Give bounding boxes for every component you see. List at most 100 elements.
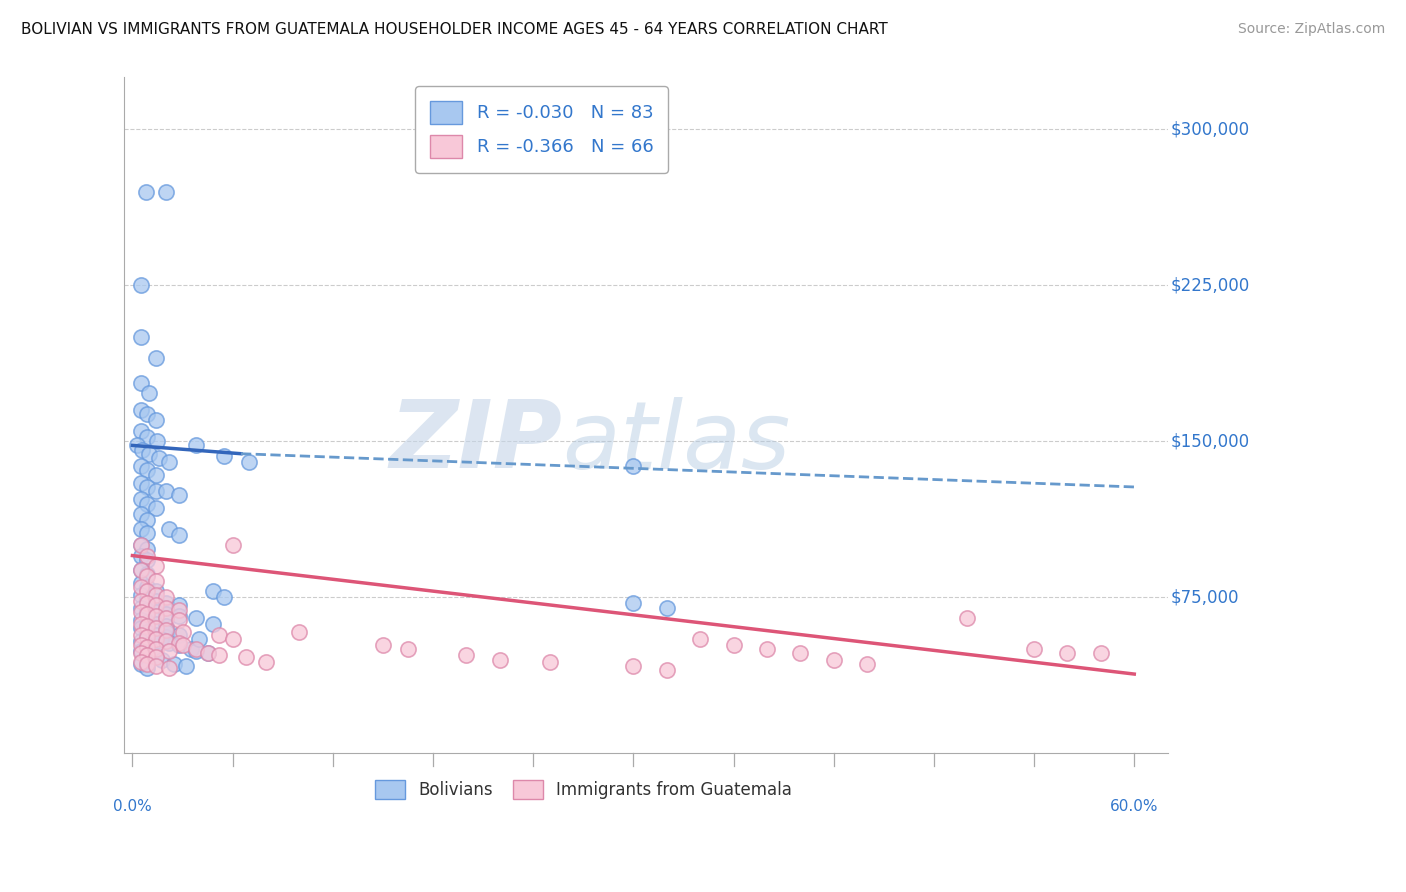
Text: 0.0%: 0.0% (112, 799, 152, 814)
Point (184, 611, 207, 625)
Point (155, 185, 177, 199)
Point (155, 590, 177, 604)
Point (138, 386, 160, 401)
Point (157, 522, 180, 536)
Point (136, 407, 159, 421)
Point (129, 580, 152, 594)
Point (129, 376, 152, 390)
Legend: Bolivians, Immigrants from Guatemala: Bolivians, Immigrants from Guatemala (368, 773, 799, 805)
Point (127, 438, 149, 452)
Point (167, 638, 190, 652)
Point (138, 447, 160, 461)
Point (1056, 646, 1078, 660)
Point (136, 619, 159, 633)
Point (197, 646, 219, 660)
Point (129, 646, 152, 660)
Point (145, 558, 167, 573)
Point (129, 633, 152, 648)
Point (136, 583, 159, 598)
Point (157, 636, 180, 650)
Point (167, 608, 190, 623)
Point (129, 594, 152, 608)
Point (201, 617, 224, 632)
Point (135, 185, 157, 199)
Point (789, 646, 811, 660)
Point (129, 644, 152, 658)
Point (254, 655, 277, 669)
Point (214, 590, 236, 604)
Point (145, 599, 167, 613)
Point (136, 607, 159, 621)
Point (131, 442, 153, 457)
Point (145, 632, 167, 646)
Point (157, 661, 180, 675)
Point (129, 424, 152, 438)
Point (157, 455, 180, 469)
Point (136, 592, 159, 607)
Point (129, 278, 152, 293)
Point (621, 658, 644, 673)
Point (155, 607, 177, 621)
Point (538, 655, 561, 669)
Text: $225,000: $225,000 (1171, 277, 1250, 294)
Point (136, 657, 159, 671)
Point (129, 588, 152, 602)
Point (689, 632, 711, 646)
Point (129, 522, 152, 536)
Point (136, 569, 159, 583)
Point (136, 580, 159, 594)
Point (145, 413, 167, 427)
Point (197, 646, 219, 660)
Point (214, 449, 236, 463)
Point (856, 657, 879, 671)
Point (145, 583, 167, 598)
Point (129, 492, 152, 507)
Point (136, 542, 159, 557)
Text: 60.0%: 60.0% (1109, 799, 1159, 814)
Point (201, 583, 224, 598)
Point (172, 625, 194, 640)
Point (155, 619, 177, 633)
Point (148, 450, 170, 465)
Point (145, 650, 167, 665)
Point (136, 497, 159, 511)
Point (129, 605, 152, 619)
Point (145, 642, 167, 657)
Point (655, 600, 678, 615)
Point (163, 657, 186, 671)
Point (129, 549, 152, 563)
Point (155, 600, 177, 615)
Point (172, 638, 194, 652)
Point (136, 602, 159, 616)
Point (129, 475, 152, 490)
Point (621, 459, 644, 474)
Point (146, 434, 169, 449)
Point (145, 627, 167, 641)
Text: $150,000: $150,000 (1171, 433, 1250, 450)
Point (136, 661, 159, 675)
Point (208, 627, 231, 641)
Point (145, 648, 167, 663)
Text: $300,000: $300,000 (1171, 120, 1250, 138)
Point (221, 632, 243, 646)
Point (136, 549, 159, 563)
Point (145, 351, 167, 365)
Point (155, 624, 177, 638)
Point (129, 638, 152, 652)
Point (155, 596, 177, 610)
Point (1090, 646, 1112, 660)
Point (456, 648, 478, 663)
Point (208, 648, 231, 663)
Point (129, 403, 152, 417)
Point (167, 602, 190, 616)
Point (155, 633, 177, 648)
Point (129, 330, 152, 344)
Point (129, 563, 152, 577)
Point (136, 625, 159, 640)
Point (136, 525, 159, 540)
Point (238, 455, 260, 469)
Point (145, 594, 167, 608)
Point (167, 599, 190, 613)
Point (167, 613, 190, 627)
Point (129, 613, 152, 627)
